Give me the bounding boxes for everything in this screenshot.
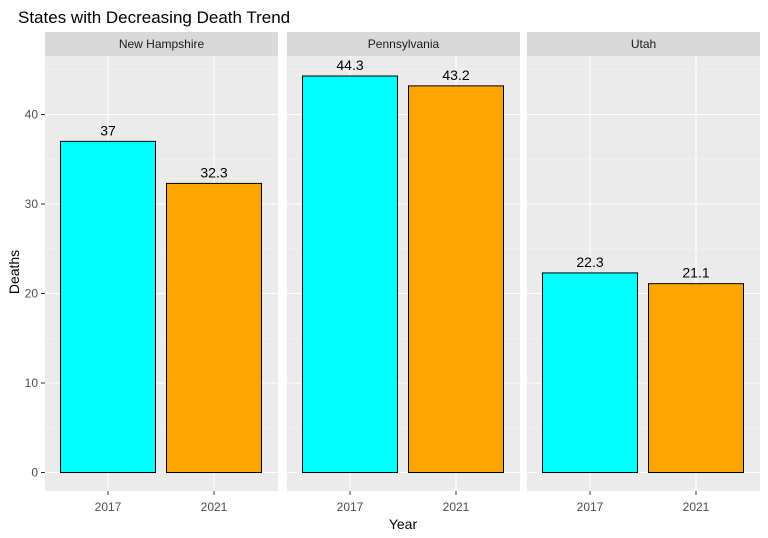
bar-value-label: 22.3 [576,254,603,270]
x-tick-label: 2017 [577,500,604,514]
y-axis-title: Deaths [6,250,22,294]
bar-2017 [302,75,398,473]
facet-strip [45,32,278,56]
y-tick-label: 30 [25,197,39,211]
bar-2021 [166,182,262,473]
facet-new-hampshire: New Hampshire 37 2017 32.3 2021 [45,32,278,514]
bar-2017 [60,140,156,473]
facet-strip [527,32,760,56]
y-axis: 0 10 20 30 40 [25,108,45,480]
facet-strip-label: Utah [631,37,656,51]
x-tick-label: 2021 [201,500,228,514]
y-tick-label: 20 [25,287,39,301]
y-tick-label: 40 [25,108,39,122]
facet-utah: Utah 22.3 2017 21.1 2021 [527,32,760,514]
x-axis-title: Year [389,516,418,532]
facet-panels: New Hampshire 37 2017 32.3 2021 Pennsylvania 4… [45,32,760,514]
bar-2017 [542,272,638,474]
facet-strip-label: New Hampshire [119,37,205,51]
bar-value-label: 21.1 [682,265,709,281]
bar-value-label: 37 [100,122,116,138]
bar-2021 [648,283,744,473]
facet-strip-label: Pennsylvania [368,37,440,51]
x-tick-label: 2021 [443,500,470,514]
y-tick-label: 0 [31,466,38,480]
x-tick-label: 2017 [95,500,122,514]
facet-strip [287,32,520,56]
x-tick-label: 2021 [683,500,710,514]
chart-title: States with Decreasing Death Trend [18,8,290,27]
bar-value-label: 43.2 [442,67,469,83]
facet-pennsylvania: Pennsylvania 44.3 2017 43.2 2021 [287,32,520,514]
x-tick-label: 2017 [337,500,364,514]
bar-value-label: 44.3 [336,57,363,73]
y-tick-label: 10 [25,376,39,390]
bar-2021 [408,85,504,474]
bar-value-label: 32.3 [200,164,227,180]
